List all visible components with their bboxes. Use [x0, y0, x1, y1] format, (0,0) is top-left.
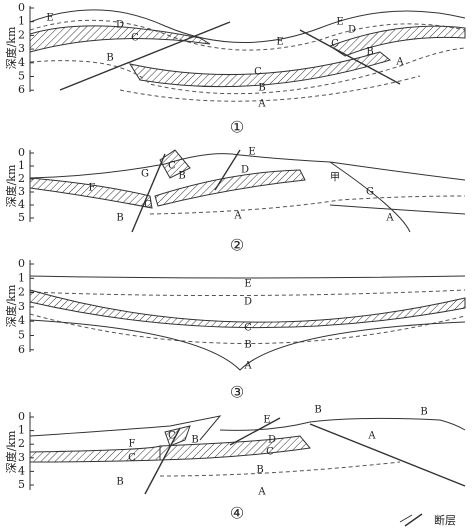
depth-tick-label: 0 — [18, 146, 25, 159]
layer-label: C — [266, 447, 274, 458]
layer-label: A — [257, 99, 266, 110]
depth-tick-label: 3 — [18, 185, 25, 198]
depth-tick-label: 0 — [18, 257, 25, 270]
layer-label: E — [244, 279, 251, 290]
layer-label: D — [268, 435, 276, 446]
depth-tick-label: 2 — [18, 286, 25, 299]
depth-tick-label: 2 — [18, 172, 25, 185]
layer-label: E — [46, 13, 53, 24]
layer-label: C — [254, 67, 262, 78]
layer-label: B — [258, 83, 265, 94]
layer-label: B — [244, 340, 251, 351]
layer-label: E — [336, 17, 343, 28]
panel-1-drawing — [29, 6, 466, 102]
axis-label: 深度/km — [4, 430, 18, 473]
layer-label: B — [420, 407, 427, 418]
depth-tick-label: 5 — [18, 478, 25, 491]
layer-label: C — [168, 431, 176, 442]
axis-label: 深度/km — [4, 26, 18, 69]
depth-tick-label: 5 — [18, 70, 25, 83]
layer-label: F — [129, 439, 136, 450]
depth-tick-label: 0 — [18, 1, 25, 14]
layer-label: B — [191, 435, 198, 446]
layer-label: A — [367, 431, 376, 442]
panel-4-drawing — [29, 412, 466, 495]
axis-label: 深度/km — [4, 164, 18, 207]
layer-label: B — [116, 213, 123, 224]
layer-label: C — [131, 33, 139, 44]
depth-tick-label: 4 — [18, 464, 25, 477]
layer-label: A — [243, 361, 252, 372]
depth-tick-label: 3 — [18, 451, 25, 464]
panel-caption: ① — [230, 118, 244, 137]
layer-label: C — [244, 323, 252, 334]
panel-caption: ③ — [230, 383, 244, 402]
layer-label: B — [116, 477, 123, 488]
depth-tick-label: 4 — [18, 198, 25, 211]
depth-tick-label: 5 — [18, 211, 25, 224]
panel-2-drawing — [29, 149, 466, 233]
layer-label: A — [385, 213, 394, 224]
layer-label: A — [257, 487, 266, 498]
layer-label: E — [263, 415, 270, 426]
depth-tick-label: 3 — [18, 300, 25, 313]
panel-caption: ④ — [230, 504, 244, 523]
layer-label: F — [89, 183, 96, 194]
depth-tick-label: 1 — [18, 424, 25, 437]
depth-tick-label: 1 — [18, 15, 25, 28]
panel-caption: ② — [230, 236, 244, 255]
panel-3-drawing — [29, 260, 466, 371]
depth-tick-label: 5 — [18, 329, 25, 342]
layer-label: D — [348, 25, 356, 36]
fault-symbol — [399, 513, 423, 527]
layer-label: E — [276, 37, 283, 48]
layer-label: G — [141, 169, 149, 180]
layer-label: C — [331, 39, 339, 50]
depth-tick-label: 6 — [18, 343, 25, 356]
layer-label: D — [241, 165, 249, 176]
layer-label: B — [178, 171, 185, 182]
layer-label: A — [233, 211, 242, 222]
layer-label: 甲 — [330, 173, 340, 184]
legend-label: 断层 — [434, 513, 456, 527]
layer-label: D — [244, 297, 252, 308]
layer-label: B — [256, 465, 263, 476]
layer-label: B — [366, 47, 373, 58]
depth-tick-label: 1 — [18, 159, 25, 172]
depth-tick-label: 3 — [18, 42, 25, 55]
layer-label: C — [168, 161, 176, 172]
depth-tick-label: 2 — [18, 28, 25, 41]
depth-tick-label: 2 — [18, 437, 25, 450]
layer-label: B — [314, 405, 321, 416]
axis-label: 深度/km — [4, 284, 18, 327]
layer-label: B — [106, 53, 113, 64]
depth-tick-label: 6 — [18, 83, 25, 96]
depth-tick-label: 4 — [18, 56, 25, 69]
depth-tick-label: 4 — [18, 314, 25, 327]
layer-label: E — [248, 147, 255, 158]
layer-label: D — [116, 20, 124, 31]
depth-tick-label: 1 — [18, 271, 25, 284]
layer-label: C — [128, 453, 136, 464]
layer-label: C — [144, 200, 152, 211]
layer-label: G — [366, 187, 374, 198]
depth-tick-label: 0 — [18, 410, 25, 423]
layer-label: A — [395, 57, 404, 68]
